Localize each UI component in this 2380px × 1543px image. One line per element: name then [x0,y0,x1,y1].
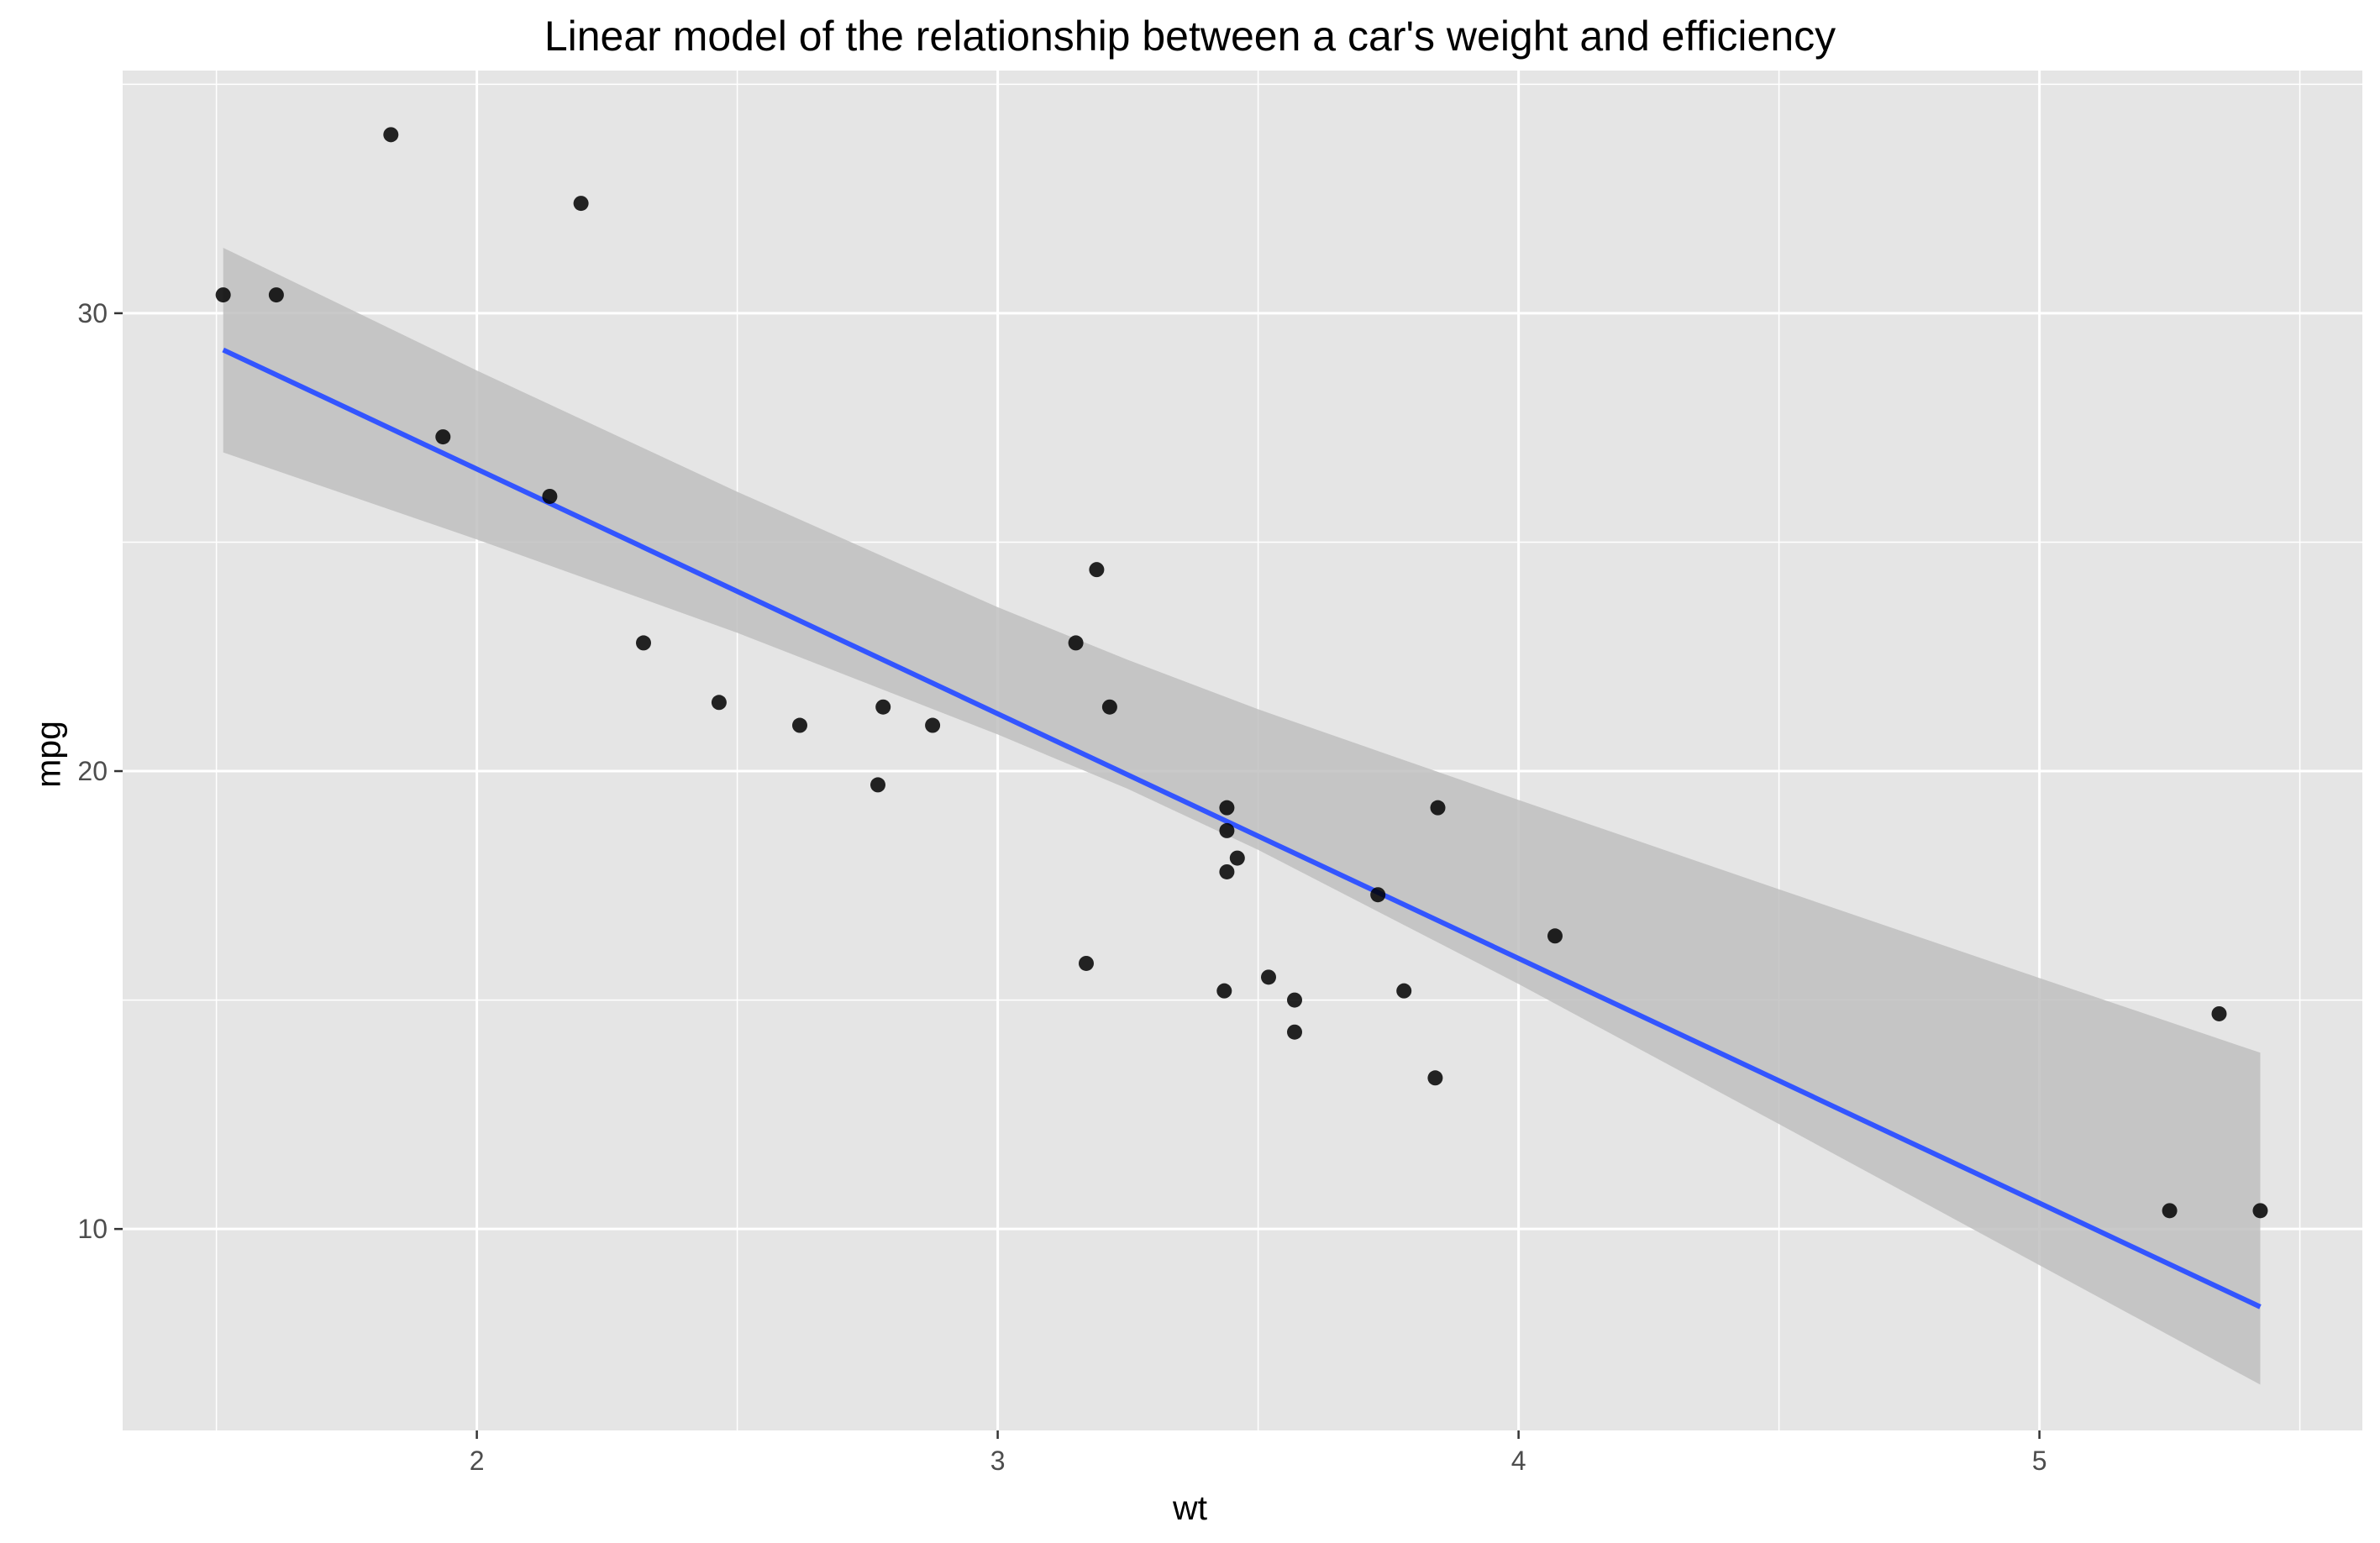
y-axis-label: mpg [29,721,68,788]
data-point [1089,562,1105,578]
data-point [1430,800,1446,816]
data-point [1216,983,1232,999]
trend-line [222,347,2262,1309]
data-point [1547,928,1563,944]
x-tick-label: 4 [1511,1446,1526,1476]
data-point [1396,983,1412,999]
data-point [1101,699,1117,715]
data-point [1287,1024,1302,1040]
chart-title: Linear model of the relationship between… [544,13,1836,60]
data-point [1219,822,1235,838]
y-axis: 10 20 30 [77,298,123,1244]
data-point [1219,800,1235,816]
data-point [870,777,885,793]
data-point [792,717,807,733]
data-point [1229,850,1245,866]
data-point [1068,635,1084,651]
x-tick-label: 5 [2032,1446,2047,1476]
y-tick-label: 30 [77,298,108,328]
data-point [875,699,891,715]
data-point [1079,955,1094,971]
data-point [1219,863,1235,879]
data-point [2211,1005,2227,1021]
data-points [215,127,2268,1219]
data-point [1261,969,1276,985]
data-point [435,429,451,445]
data-point [2252,1203,2268,1219]
data-point [268,287,284,303]
data-point [215,287,231,303]
x-axis-label: wt [1173,1488,1207,1527]
data-point [711,695,727,711]
data-point [1287,992,1302,1008]
x-tick-label: 2 [470,1446,485,1476]
x-axis: 2 3 4 5 [470,1430,2047,1476]
data-point [925,717,941,733]
data-point [636,635,651,651]
confidence-band [223,248,2261,1385]
x-tick-label: 3 [990,1446,1006,1476]
data-point [1427,1070,1443,1086]
y-tick-label: 10 [77,1214,108,1244]
data-point [383,127,399,143]
data-point [542,488,558,504]
data-point [1370,887,1386,903]
data-point [573,196,589,212]
data-point [2162,1203,2178,1219]
y-tick-label: 20 [77,756,108,786]
